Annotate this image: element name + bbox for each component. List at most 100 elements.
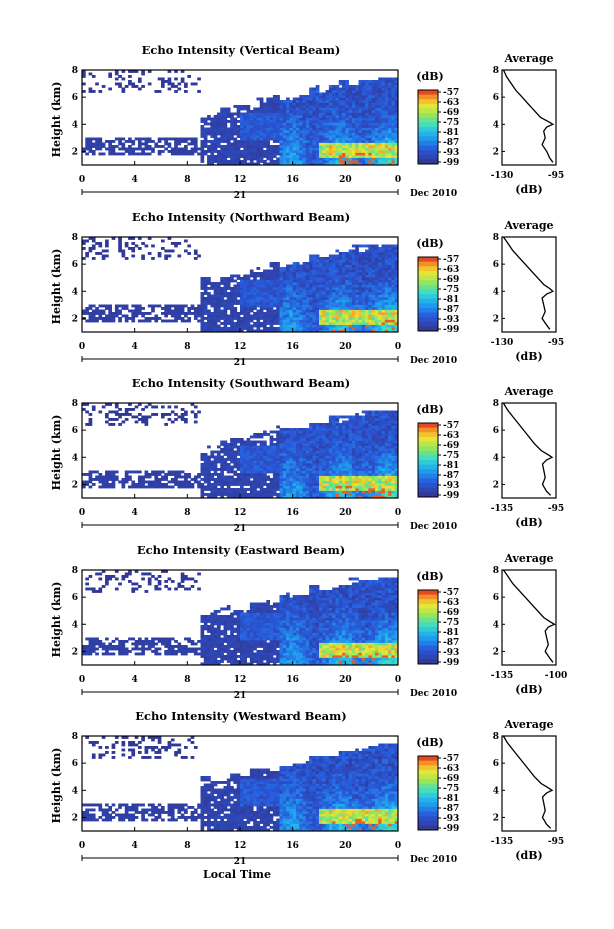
colorbar-swatch (418, 136, 438, 142)
colorbar-tick-label: -57 (443, 255, 459, 265)
colorbar-swatch (418, 473, 438, 479)
colorbar-swatch (418, 113, 438, 119)
avg-y-tick-label: 6 (493, 593, 499, 603)
colorbar-frame (417, 256, 439, 332)
colorbar-swatch (418, 627, 438, 633)
x-tick-label: 20 (339, 175, 352, 185)
x-tick-label: 4 (132, 175, 138, 185)
avg-y-tick-label: 2 (493, 480, 499, 490)
x-tick-label: 8 (184, 841, 190, 851)
x-tick-label: 0 (79, 841, 85, 851)
average-unit: (dB) (515, 516, 542, 529)
avg-y-tick-label: 2 (493, 647, 499, 657)
avg-y-tick-label: 2 (493, 813, 499, 823)
colorbar-tick-label: -87 (443, 305, 459, 315)
y-tick-label: 6 (72, 426, 78, 436)
panel-title: Echo Intensity (Eastward Beam) (137, 543, 345, 557)
colorbar-swatch (418, 317, 438, 323)
colorbar-tick-label: -87 (443, 804, 459, 814)
colorbar-swatch (418, 108, 438, 114)
colorbar-tick-label: -75 (443, 285, 459, 295)
heatmap-cells (82, 570, 399, 666)
avg-y-tick-label: 4 (493, 453, 499, 463)
colorbar-swatch (418, 756, 438, 762)
date-suffix: Dec 2010 (410, 689, 457, 699)
x-tick-label: 12 (234, 675, 247, 685)
y-axis-label: Height (km) (50, 415, 63, 491)
colorbar-swatch (418, 117, 438, 123)
x-tick-label: 20 (339, 508, 352, 518)
colorbar-swatch (418, 487, 438, 493)
colorbar-swatch (418, 436, 438, 442)
x-tick-label: 0 (395, 841, 401, 851)
panel-4: Echo Intensity (Eastward Beam) Height (km… (50, 543, 567, 701)
colorbar-tick-label: -69 (443, 441, 459, 451)
colorbar-swatch (418, 145, 438, 151)
colorbar-tick-label: -69 (443, 275, 459, 285)
y-tick-label: 8 (72, 732, 78, 742)
colorbar-swatch (418, 450, 438, 456)
colorbar-tick-label: -93 (443, 648, 459, 658)
date-day: 21 (234, 524, 247, 534)
y-tick-label: 8 (72, 66, 78, 76)
x-tick-label: 8 (184, 675, 190, 685)
y-axis-label: Height (km) (50, 82, 63, 158)
panel-title: Echo Intensity (Westward Beam) (135, 709, 346, 723)
colorbar-swatch (418, 469, 438, 475)
x-tick-label: 0 (79, 675, 85, 685)
colorbar-swatch (418, 298, 438, 304)
avg-x-tick-label: -130 (491, 338, 514, 348)
colorbar-swatch (418, 802, 438, 808)
colorbar-swatch (418, 326, 438, 332)
average-title: Average (503, 219, 553, 232)
colorbar-tick-label: -57 (443, 88, 459, 98)
panel-title: Echo Intensity (Vertical Beam) (142, 43, 341, 57)
average-unit: (dB) (515, 683, 542, 696)
colorbar-tick-label: -99 (443, 491, 459, 501)
colorbar-tick-label: -57 (443, 421, 459, 431)
colorbar-tick-label: -81 (443, 128, 459, 138)
average-profile-line (502, 402, 554, 496)
y-tick-label: 4 (72, 453, 78, 463)
x-tick-label: 16 (286, 508, 299, 518)
colorbar-swatch (418, 654, 438, 660)
avg-x-tick-label: -100 (545, 671, 568, 681)
x-tick-label: 0 (395, 508, 401, 518)
panel-title: Echo Intensity (Northward Beam) (132, 210, 350, 224)
colorbar-swatch (418, 432, 438, 438)
x-tick-label: 8 (184, 342, 190, 352)
avg-y-tick-label: 2 (493, 314, 499, 324)
x-tick-label: 20 (339, 342, 352, 352)
colorbar-tick-label: -99 (443, 824, 459, 834)
x-tick-label: 0 (395, 675, 401, 685)
colorbar-tick-label: -93 (443, 148, 459, 158)
date-suffix: Dec 2010 (410, 522, 457, 532)
avg-x-tick-label: -95 (548, 504, 564, 514)
avg-y-tick-label: 4 (493, 120, 499, 130)
y-tick-label: 6 (72, 260, 78, 270)
colorbar-swatch (418, 275, 438, 281)
x-tick-label: 0 (395, 342, 401, 352)
colorbar-swatch (418, 769, 438, 775)
date-day: 21 (234, 857, 247, 867)
colorbar-swatch (418, 765, 438, 771)
colorbar-swatch (418, 261, 438, 267)
colorbar-swatch (418, 483, 438, 489)
y-tick-label: 8 (72, 399, 78, 409)
colorbar-tick-label: -69 (443, 608, 459, 618)
colorbar-swatch (418, 650, 438, 656)
colorbar-swatch (418, 460, 438, 466)
colorbar-swatch (418, 783, 438, 789)
y-tick-label: 2 (72, 314, 78, 324)
colorbar-swatch (418, 590, 438, 596)
colorbar-swatch (418, 127, 438, 133)
colorbar-swatch (418, 427, 438, 433)
colorbar-tick-label: -75 (443, 784, 459, 794)
colorbar-tick-label: -99 (443, 158, 459, 168)
colorbar-swatch (418, 140, 438, 146)
average-profile-line (502, 735, 554, 829)
colorbar-swatch (418, 613, 438, 619)
colorbar-swatch (418, 599, 438, 605)
avg-y-tick-label: 8 (493, 399, 499, 409)
colorbar-tick-label: -93 (443, 315, 459, 325)
